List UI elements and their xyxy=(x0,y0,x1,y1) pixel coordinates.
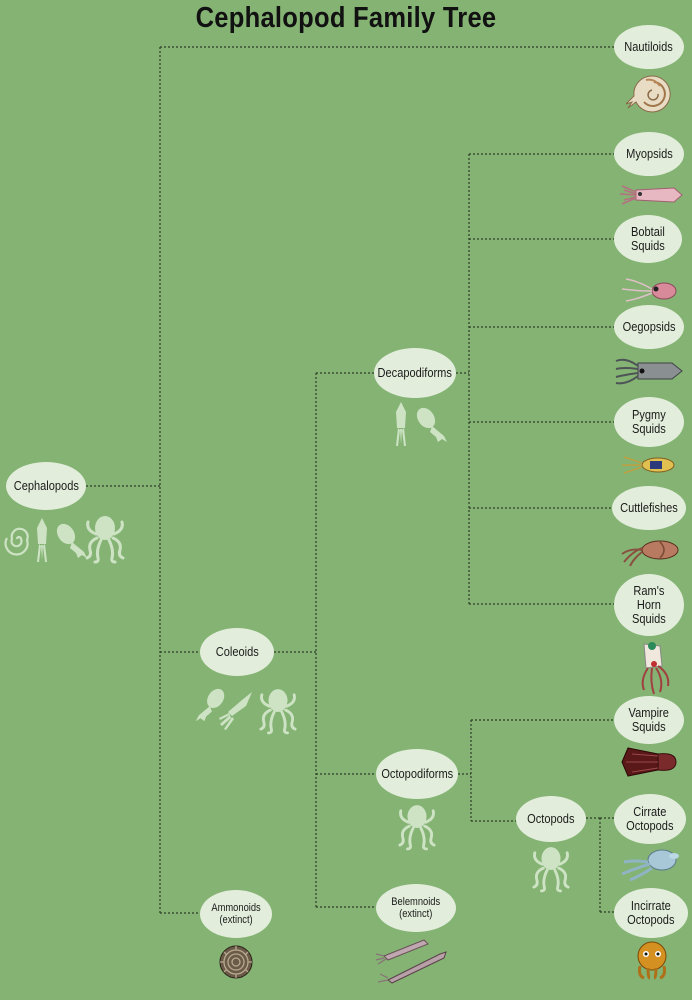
node-ammonoids[interactable]: Ammonoids (extinct) xyxy=(200,890,272,938)
node-label: Coleoids xyxy=(215,644,259,659)
node-label: Myopsids xyxy=(625,146,673,161)
belemnite-illustration xyxy=(375,939,447,984)
ammonite-icon xyxy=(4,527,29,556)
node-rams-horn-squids[interactable]: Ram's Horn Squids xyxy=(614,574,684,636)
octopus-icon xyxy=(259,689,297,735)
node-decapodiforms[interactable]: Decapodiforms xyxy=(374,348,456,398)
node-label: Cirrate Octopods xyxy=(626,804,674,833)
node-label: Nautiloids xyxy=(624,39,674,54)
node-coleoids[interactable]: Coleoids xyxy=(200,628,274,676)
node-cuttlefishes[interactable]: Cuttlefishes xyxy=(612,486,686,530)
node-label: Incirrate Octopods xyxy=(627,898,675,927)
oegopsid-illustration xyxy=(615,358,683,385)
node-cephalopods[interactable]: Cephalopods xyxy=(6,462,86,510)
node-label: Vampire Squids xyxy=(628,705,670,734)
node-label: Decapodiforms xyxy=(377,365,453,380)
node-belemnoids[interactable]: Belemnoids (extinct) xyxy=(376,884,456,932)
node-label: Pygmy Squids xyxy=(632,407,666,436)
squid-icon xyxy=(37,518,47,562)
octopus-icon xyxy=(398,805,436,851)
octopus-icon xyxy=(85,516,125,564)
octopus-icon xyxy=(532,847,570,893)
myopsid-illustration xyxy=(619,185,683,205)
node-label: Belemnoids (extinct) xyxy=(391,896,441,920)
bobtail-squid-illustration xyxy=(621,278,677,302)
node-label: Cuttlefishes xyxy=(620,500,678,515)
node-octopods[interactable]: Octopods xyxy=(516,796,586,842)
node-incirrate-octopods[interactable]: Incirrate Octopods xyxy=(614,888,688,938)
node-label: Ram's Horn Squids xyxy=(632,583,666,626)
incirrate-octopod-illustration xyxy=(637,941,667,980)
cuttlefish-icon xyxy=(195,688,225,722)
diagram-title: Cephalopod Family Tree xyxy=(195,2,497,34)
node-nautiloids[interactable]: Nautiloids xyxy=(614,25,684,69)
node-label: Octopods xyxy=(527,811,575,826)
squid-icon xyxy=(219,692,252,730)
vampire-squid-illustration xyxy=(621,747,677,777)
ammonite-fossil-illustration xyxy=(219,945,253,979)
node-pygmy-squids[interactable]: Pygmy Squids xyxy=(614,397,684,447)
node-label: Octopodiforms xyxy=(381,766,453,781)
cirrate-octopod-illustration xyxy=(621,849,679,882)
node-myopsids[interactable]: Myopsids xyxy=(614,132,684,176)
nautilus-illustration xyxy=(625,75,671,113)
cuttlefish-icon xyxy=(56,523,87,558)
rams-horn-squid-illustration xyxy=(641,642,670,695)
node-vampire-squids[interactable]: Vampire Squids xyxy=(614,696,684,744)
node-bobtail-squids[interactable]: Bobtail Squids xyxy=(614,215,682,263)
node-label: Cephalopods xyxy=(13,478,79,493)
pygmy-squid-illustration xyxy=(622,456,675,474)
node-oegopsids[interactable]: Oegopsids xyxy=(614,305,684,349)
node-label: Bobtail Squids xyxy=(631,224,665,253)
node-label: Ammonoids (extinct) xyxy=(211,902,261,926)
cuttlefish-icon xyxy=(416,407,447,442)
cuttlefish-illustration xyxy=(621,540,679,567)
node-label: Oegopsids xyxy=(622,319,676,334)
node-cirrate-octopods[interactable]: Cirrate Octopods xyxy=(614,794,686,844)
squid-icon xyxy=(396,402,406,446)
node-octopodiforms[interactable]: Octopodiforms xyxy=(376,749,458,799)
